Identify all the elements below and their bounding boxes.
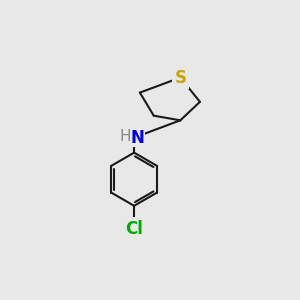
Text: H: H [119, 129, 130, 144]
Text: Cl: Cl [125, 220, 143, 238]
Text: N: N [130, 129, 145, 147]
Text: S: S [174, 69, 186, 87]
